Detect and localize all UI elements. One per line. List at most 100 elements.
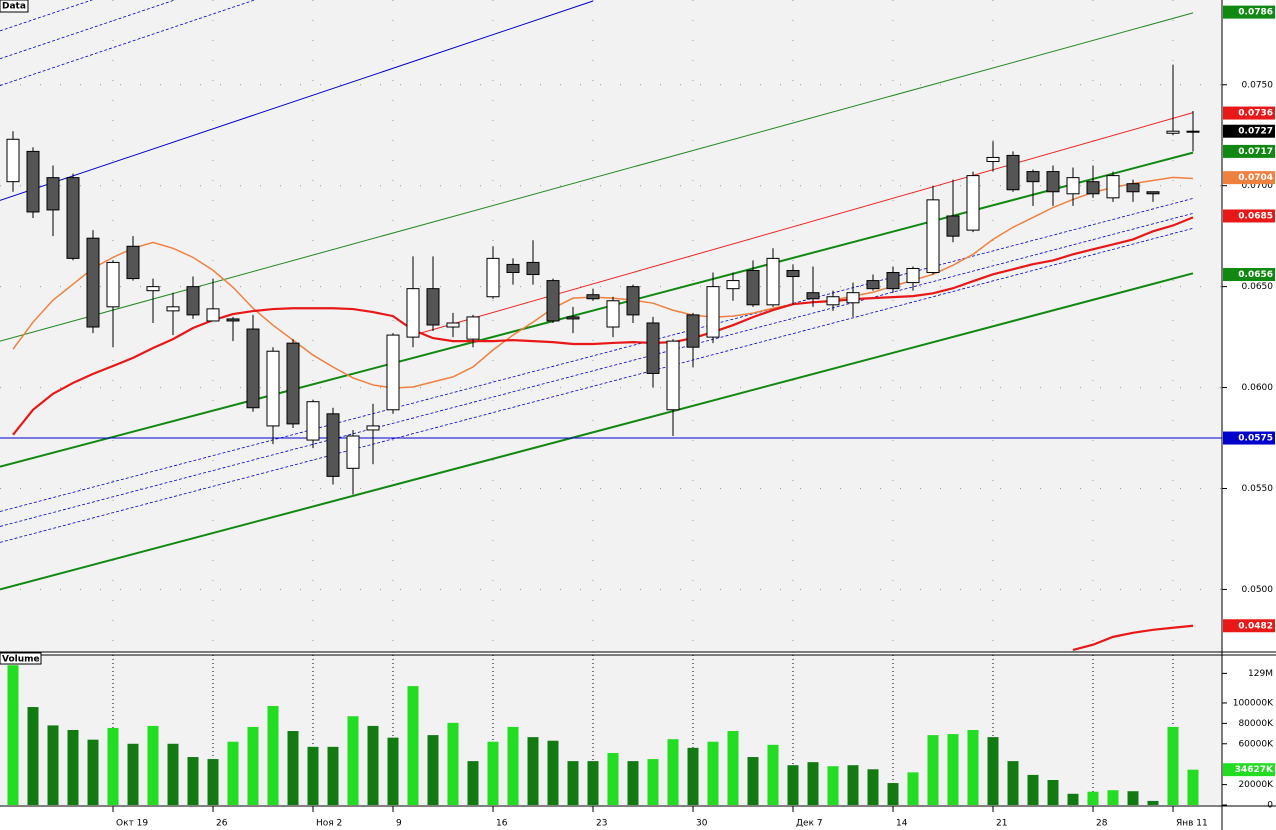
volume-bar [727, 731, 739, 805]
price-marker-label: 34627K [1235, 765, 1274, 775]
x-tick-label: Янв 11 [1176, 819, 1208, 829]
panel-title: Volume [2, 655, 40, 665]
candle-body [666, 340, 680, 411]
candle-body [86, 237, 100, 328]
price-marker [1223, 144, 1275, 158]
volume-bar [847, 765, 859, 805]
moving-average [12, 176, 1194, 389]
volume-bar [467, 761, 479, 805]
volume-bar [707, 741, 719, 805]
volume-bar [667, 739, 679, 805]
candle-body [6, 138, 20, 183]
panel-title-box [0, 0, 29, 13]
volume-bar [187, 757, 199, 805]
volume-bar [307, 746, 319, 805]
price-marker [1223, 171, 1275, 185]
candle-body [866, 280, 880, 290]
candle-body [1126, 183, 1140, 193]
candle-body [306, 401, 320, 441]
y-tick-label: 129M [1248, 669, 1273, 679]
trend-line [0, 151, 1194, 468]
price-marker [1223, 209, 1275, 223]
y-tick-label: 20000K [1238, 780, 1274, 790]
volume-bar [1167, 726, 1179, 805]
volume-bar [387, 737, 399, 805]
price-marker [1223, 619, 1275, 633]
volume-plot [7, 655, 1199, 805]
volume-bar [127, 743, 139, 805]
volume-bar [47, 725, 59, 805]
volume-bar [447, 722, 459, 805]
candle-body [706, 286, 720, 338]
y-tick-label: 100000K [1233, 698, 1274, 708]
volume-bar [507, 726, 519, 805]
y-tick-label: 0.0600 [1242, 383, 1274, 393]
volume-bar [1187, 769, 1199, 805]
x-tick-label: 23 [596, 819, 607, 829]
volume-bar [207, 759, 219, 805]
candle-body [1066, 177, 1080, 195]
candle-body [526, 261, 540, 276]
volume-bar [107, 727, 119, 805]
x-tick-label: 14 [896, 819, 908, 829]
candle-body [386, 334, 400, 411]
volume-bar [407, 686, 419, 805]
volume-bar [267, 706, 279, 805]
trend-line [0, 212, 1194, 527]
volume-bar [247, 726, 259, 805]
volume-bar [1067, 793, 1079, 805]
trend-line [0, 198, 1194, 512]
price-marker-label: 0.0575 [1238, 434, 1273, 444]
trend-line [0, 0, 256, 86]
candle-body [426, 288, 440, 326]
price-marker [1223, 763, 1275, 777]
trend-line [0, 272, 1194, 591]
candle-body [906, 267, 920, 284]
volume-bar [887, 783, 899, 805]
candle-body [126, 245, 140, 280]
volume-bar [787, 765, 799, 805]
candle-body [1106, 175, 1120, 199]
candle-body [546, 280, 560, 322]
candle-body [226, 318, 240, 322]
candle-body [946, 215, 960, 237]
candle-body [1146, 191, 1160, 195]
volume-bar [607, 752, 619, 805]
trend-line [0, 0, 94, 32]
y-tick-label: 80000K [1238, 719, 1274, 729]
candle-body [206, 308, 220, 322]
price-marker-label: 0.0717 [1238, 147, 1273, 157]
trend-line [409, 112, 1194, 337]
candle-body [646, 322, 660, 374]
candle-body [726, 280, 740, 290]
volume-bar [687, 747, 699, 805]
candle-body [186, 286, 200, 316]
volume-bar [167, 743, 179, 805]
x-tick-label: Дек 7 [796, 819, 823, 829]
moving-average [12, 216, 1194, 436]
candle-body [66, 177, 80, 259]
price-marker-label: 0.0704 [1238, 173, 1273, 183]
y-tick-label: 0.0500 [1242, 585, 1274, 595]
volume-bar [527, 737, 539, 805]
trend-line [0, 227, 1194, 543]
price-marker-label: 0.0656 [1238, 270, 1273, 280]
volume-bar [827, 766, 839, 805]
y-tick-label: 0.0700 [1242, 181, 1274, 191]
x-tick-label: 16 [496, 819, 508, 829]
volume-bar [927, 735, 939, 805]
candle-body [266, 350, 280, 427]
price-marker [1223, 5, 1275, 19]
candle-body [746, 269, 760, 306]
x-tick-label: 28 [1096, 819, 1108, 829]
trend-line [0, 0, 176, 60]
candle-body [406, 288, 420, 338]
volume-bar [1147, 800, 1159, 805]
volume-bar [947, 734, 959, 805]
panel-title-box [0, 652, 42, 665]
volume-bar [1087, 791, 1099, 805]
moving-average [1072, 624, 1194, 652]
volume-bar [287, 731, 299, 805]
axes: Окт 19 26 Ноя 2 9 16 23 30 Дек 7 14 21 28 Янв 11 0.0… [112, 5, 1275, 829]
